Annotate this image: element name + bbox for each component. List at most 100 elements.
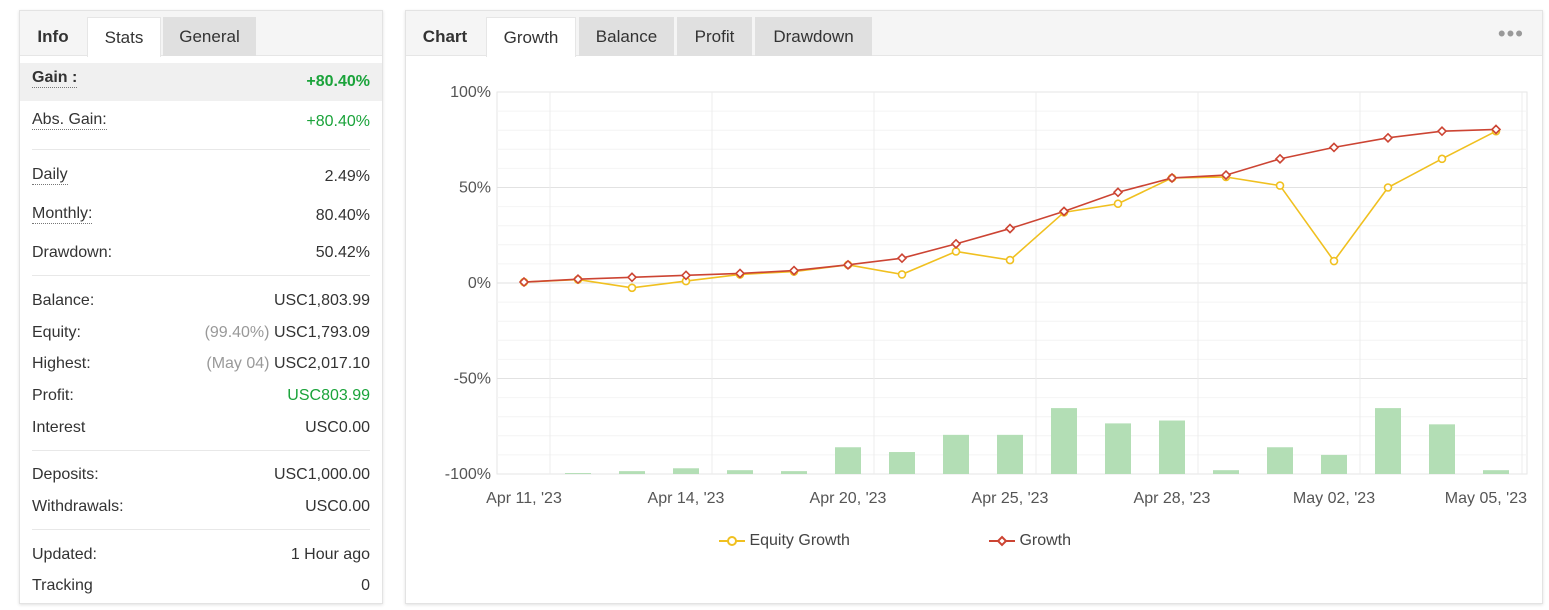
legend-growth-icon (989, 535, 1015, 547)
profit-bar (619, 471, 645, 474)
equity-growth-point (1113, 199, 1123, 209)
profit-bar (1051, 408, 1077, 474)
x-tick-label: Apr 14, '23 (648, 490, 725, 507)
profit-bar (1267, 447, 1293, 474)
growth-point (1436, 126, 1448, 137)
gain-value: +80.40% (306, 73, 370, 90)
profit-value: USC803.99 (287, 387, 370, 404)
gain-row: Gain : +80.40% (20, 63, 382, 101)
withdrawals-label: Withdrawals: (32, 498, 124, 515)
profit-bar (1213, 470, 1239, 474)
tab-balance[interactable]: Balance (579, 17, 674, 56)
growth-point (518, 276, 530, 288)
monthly-row: Monthly: 80.40% (20, 201, 382, 229)
chart-tabbar: Chart Growth Balance Profit Drawdown ••• (406, 11, 1542, 57)
abs-gain-row: Abs. Gain: +80.40% (20, 107, 382, 135)
growth-point (572, 274, 584, 285)
daily-label[interactable]: Daily (32, 166, 68, 185)
balance-value: USC1,803.99 (273, 292, 370, 309)
profit-bar (1159, 420, 1185, 474)
x-tick-label: May 02, '23 (1293, 490, 1375, 507)
x-tick-label: Apr 25, '23 (972, 490, 1049, 507)
separator (32, 149, 370, 150)
equity-growth-point (1005, 255, 1015, 265)
abs-gain-label[interactable]: Abs. Gain: (32, 111, 107, 130)
drawdown-value: 50.42% (315, 244, 370, 261)
separator (32, 450, 370, 451)
tab-stats[interactable]: Stats (87, 17, 161, 57)
profit-bar (565, 473, 591, 474)
interest-row: Interest USC0.00 (20, 415, 382, 443)
tab-info[interactable]: Info (37, 27, 69, 46)
stats-tabbar: Info Stats General (20, 11, 382, 57)
profit-bar (1429, 424, 1455, 474)
y-tick-label: 0% (468, 275, 491, 292)
legend-growth-label: Growth (1019, 532, 1072, 549)
monthly-value: 80.40% (315, 207, 370, 224)
legend-equity-icon (719, 535, 745, 546)
profit-bar (1321, 454, 1347, 474)
more-dots-icon[interactable]: ••• (1497, 21, 1524, 46)
equity-label: Equity: (32, 324, 81, 341)
equity-growth-point (627, 283, 637, 293)
profit-bar (673, 468, 699, 474)
stats-panel: Info Stats General Gain : +80.40% Abs. G… (19, 10, 383, 604)
daily-row: Daily 2.49% (20, 162, 382, 190)
withdrawals-row: Withdrawals: USC0.00 (20, 494, 382, 522)
growth-point (788, 265, 800, 276)
monthly-label[interactable]: Monthly: (32, 205, 93, 224)
tab-profit[interactable]: Profit (677, 17, 752, 56)
balance-label: Balance: (32, 292, 95, 309)
equity-growth-point (1329, 256, 1339, 266)
growth-point (1112, 187, 1124, 198)
legend-growth[interactable]: Growth (989, 532, 1071, 550)
profit-row: Profit: USC803.99 (20, 383, 382, 411)
tracking-value: 0 (361, 577, 370, 594)
growth-point (842, 259, 854, 270)
separator (32, 529, 370, 530)
deposits-row: Deposits: USC1,000.00 (20, 462, 382, 490)
updated-value: 1 Hour ago (290, 546, 370, 563)
growth-point (1490, 124, 1502, 135)
profit-bar (727, 470, 753, 474)
profit-label: Profit: (32, 387, 74, 404)
daily-value: 2.49% (324, 168, 370, 185)
drawdown-label: Drawdown: (32, 244, 113, 261)
tab-chart[interactable]: Chart (422, 27, 468, 46)
profit-bar (781, 471, 807, 474)
profit-bar (943, 434, 969, 474)
tab-drawdown[interactable]: Drawdown (755, 17, 872, 56)
growth-point (626, 272, 638, 283)
growth-point (1328, 142, 1340, 153)
profit-bar (1105, 423, 1131, 474)
growth-point (1166, 172, 1178, 184)
growth-point (1004, 223, 1016, 234)
profit-bar (1483, 470, 1509, 474)
growth-point (1220, 169, 1232, 181)
profit-bar (835, 447, 861, 474)
withdrawals-value: USC0.00 (305, 498, 370, 515)
legend-equity-growth[interactable]: Equity Growth (719, 532, 850, 550)
tracking-row: Tracking 0 (20, 573, 382, 601)
x-tick-label: Apr 11, '23 (486, 490, 562, 507)
growth-point (1058, 206, 1070, 217)
highest-value-group: (May 04) USC2,017.10 (206, 355, 370, 373)
updated-label: Updated: (32, 546, 97, 563)
chart-panel: Chart Growth Balance Profit Drawdown •••… (405, 10, 1543, 604)
y-tick-label: 50% (459, 180, 491, 197)
growth-point (1274, 153, 1286, 164)
interest-label: Interest (32, 419, 86, 436)
updated-row: Updated: 1 Hour ago (20, 542, 382, 570)
y-tick-label: -50% (454, 371, 491, 388)
equity-value-group: (99.40%) USC1,793.09 (205, 324, 370, 342)
tab-growth[interactable]: Growth (486, 17, 576, 57)
growth-chart: 100% 50% 0% -50% -100% Apr 11, '23 Apr 14, '23… (445, 84, 1528, 507)
gain-label[interactable]: Gain : (32, 69, 78, 88)
profit-bar (889, 452, 915, 474)
tab-general[interactable]: General (163, 17, 256, 56)
highest-value: USC2,017.10 (273, 355, 370, 372)
abs-gain-value: +80.40% (306, 113, 370, 130)
equity-growth-point (1275, 181, 1285, 190)
profit-bar (1375, 408, 1401, 474)
deposits-label: Deposits: (32, 466, 99, 483)
